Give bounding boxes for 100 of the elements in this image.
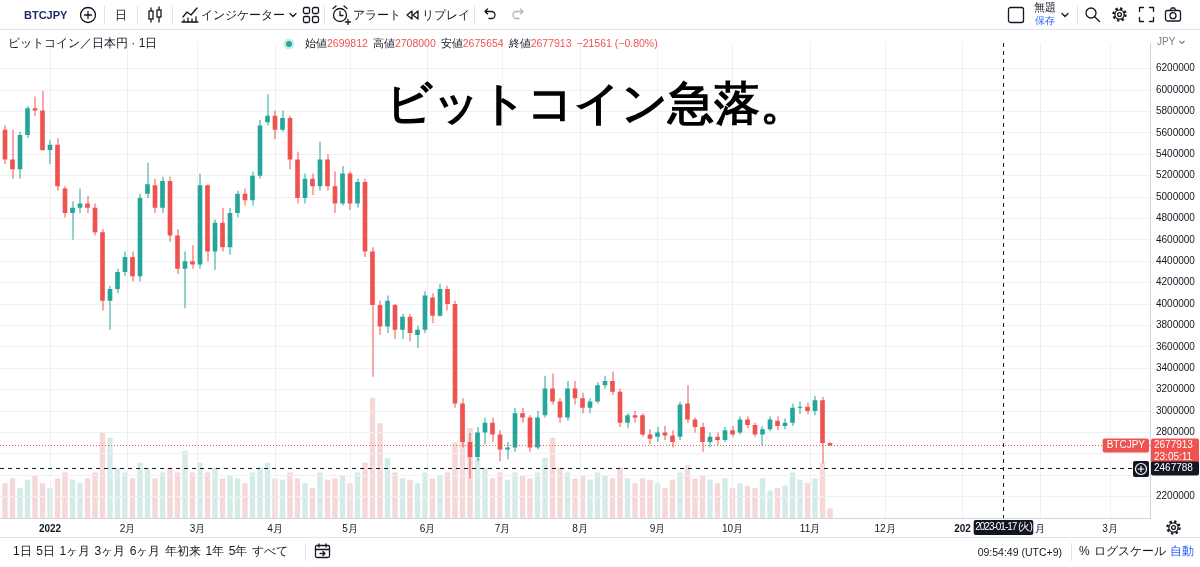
bar bbox=[129, 478, 136, 518]
bar bbox=[219, 478, 226, 518]
text: 6ヶ月 bbox=[129, 544, 161, 558]
x-tick-label: 11月 bbox=[799, 522, 821, 534]
bar bbox=[632, 483, 638, 518]
y-tick-label: 3400000 bbox=[1156, 361, 1196, 373]
bar bbox=[804, 483, 811, 518]
y-tick-label: 5200000 bbox=[1156, 169, 1196, 181]
y-tick-label: 5400000 bbox=[1156, 148, 1196, 160]
y-tick-label: 4600000 bbox=[1156, 233, 1196, 245]
bar bbox=[77, 483, 83, 518]
bar bbox=[467, 428, 473, 518]
text: すべて bbox=[251, 544, 288, 558]
candlestick bbox=[40, 91, 45, 152]
bar bbox=[489, 478, 496, 518]
candlestick bbox=[145, 162, 150, 199]
x-tick-label: 5月 bbox=[342, 522, 358, 534]
bar bbox=[17, 488, 23, 518]
bar bbox=[609, 478, 616, 518]
candlestick bbox=[10, 129, 15, 179]
candlestick bbox=[610, 371, 615, 395]
text: ログスケール bbox=[1094, 544, 1166, 558]
candlestick bbox=[265, 94, 270, 126]
bar bbox=[234, 478, 241, 518]
candlestick bbox=[625, 413, 630, 429]
y-tick-label: 6000000 bbox=[1156, 83, 1196, 95]
bar bbox=[152, 478, 158, 518]
bar bbox=[9, 478, 16, 518]
bar bbox=[437, 476, 443, 518]
annotation: 2675654 bbox=[462, 37, 504, 50]
x-tick-label: 7月 bbox=[494, 522, 511, 534]
bar bbox=[602, 476, 608, 518]
bar bbox=[294, 478, 301, 518]
bar bbox=[759, 478, 766, 518]
annotation: −21561 (−0.80%) bbox=[576, 37, 658, 50]
chart-subtitle: ビットコイン／日本円 · 1日 bbox=[8, 36, 158, 50]
text: インジケーター bbox=[201, 8, 285, 22]
y-tick-label: 5800000 bbox=[1156, 105, 1196, 117]
x-tick-label: 12月 bbox=[874, 522, 896, 534]
y-tick-label: 2200000 bbox=[1156, 490, 1196, 502]
annotation: BTCJPY bbox=[1106, 439, 1146, 451]
bar bbox=[662, 488, 668, 518]
y-tick-label: 3600000 bbox=[1156, 340, 1196, 352]
text: 年初来 bbox=[164, 544, 201, 558]
y-axis-title: JPY bbox=[1157, 36, 1176, 48]
bar bbox=[767, 490, 773, 518]
bar bbox=[677, 472, 683, 518]
bar bbox=[557, 467, 563, 518]
candlestick bbox=[655, 427, 660, 443]
y-tick-label: 5600000 bbox=[1156, 126, 1196, 138]
candlestick bbox=[32, 96, 38, 116]
bar bbox=[92, 472, 98, 518]
x-tick-label: 8月 bbox=[572, 522, 588, 534]
bar bbox=[617, 467, 623, 518]
x-tick-label: 10月 bbox=[721, 522, 744, 534]
candlestick bbox=[595, 382, 600, 404]
y-tick-label: 4400000 bbox=[1156, 254, 1196, 266]
bar bbox=[272, 478, 278, 518]
bar bbox=[242, 483, 248, 518]
bar bbox=[377, 423, 383, 518]
x-tick-label: 9月 bbox=[649, 522, 666, 534]
x-tick-label: 月 bbox=[1035, 522, 1045, 534]
bar bbox=[362, 462, 368, 518]
candlestick bbox=[400, 313, 405, 340]
bar bbox=[137, 462, 143, 518]
bar bbox=[257, 467, 263, 518]
bar bbox=[39, 483, 46, 518]
bar bbox=[302, 483, 308, 518]
bar bbox=[407, 479, 413, 518]
annotation: 終値 bbox=[508, 37, 531, 50]
x-tick-label: 2月 bbox=[119, 522, 136, 534]
ref-line-label: 2467788 bbox=[1154, 462, 1194, 474]
candlestick bbox=[415, 325, 420, 348]
bar bbox=[542, 458, 548, 518]
bar bbox=[414, 483, 421, 518]
y-tick-label: 4200000 bbox=[1156, 276, 1196, 288]
bar bbox=[722, 478, 728, 518]
bar bbox=[182, 450, 188, 518]
bar bbox=[639, 478, 646, 518]
bar bbox=[227, 476, 233, 518]
text: BTCJPY bbox=[24, 8, 68, 22]
text: 3ヶ月 bbox=[94, 544, 126, 558]
bar bbox=[482, 467, 488, 518]
candlestick bbox=[640, 413, 645, 437]
candlestick bbox=[662, 426, 668, 440]
y-tick-label: 4000000 bbox=[1156, 297, 1196, 309]
bar bbox=[782, 485, 788, 518]
text: 5年 bbox=[228, 544, 248, 558]
bar bbox=[339, 476, 346, 518]
candlestick bbox=[760, 426, 765, 446]
bar bbox=[84, 478, 91, 518]
bar bbox=[572, 478, 578, 518]
bar bbox=[812, 478, 818, 518]
candlestick bbox=[505, 442, 510, 460]
bar bbox=[332, 478, 338, 518]
bar bbox=[167, 467, 173, 518]
bar bbox=[2, 483, 8, 518]
candlestick bbox=[580, 392, 585, 414]
bar bbox=[287, 472, 293, 518]
bar bbox=[797, 479, 803, 518]
